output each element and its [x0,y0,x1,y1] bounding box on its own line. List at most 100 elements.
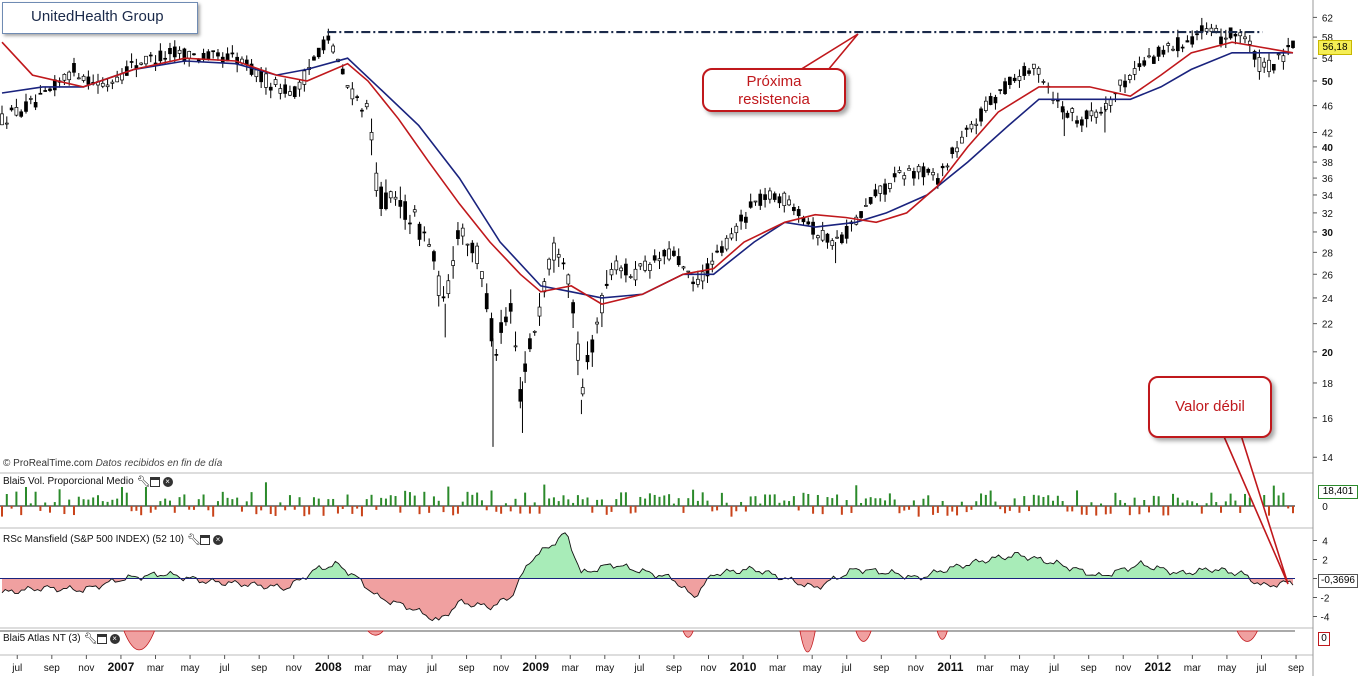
volume-bar [274,506,277,516]
volume-panel[interactable]: 0 [0,480,1328,517]
candle-body [192,53,196,56]
candle-body [417,223,422,240]
candle-body [264,73,268,88]
candle-body [993,96,998,104]
atlas-panel[interactable] [0,630,1295,653]
close-icon[interactable]: × [213,534,224,545]
data-source-note: © ProRealTime.com Datos recibidos en fin… [3,458,222,469]
candle-body [868,197,873,204]
candle-body [513,345,518,348]
x-tick-label: 2010 [730,660,757,674]
volume-bar [1239,506,1242,513]
candle-body [412,209,417,213]
volume-bar [1100,503,1103,506]
candle-body [1103,103,1108,110]
candle-body [100,82,105,87]
x-tick-label: mar [147,663,165,674]
callout-next-resistance: Próxima resistencia [702,68,846,112]
candle-body [163,57,168,60]
volume-bar [1157,496,1160,506]
volume-bar [567,499,570,506]
window-icon[interactable] [149,476,160,487]
x-tick-label: sep [1288,663,1305,674]
volume-bar [855,485,858,506]
candle-body [1180,46,1185,49]
x-tick-label: jul [426,663,437,674]
volume-bar [1104,506,1107,515]
source-brand[interactable]: © ProRealTime.com [3,458,93,469]
candle-body [782,192,787,206]
wrench-icon[interactable]: 🔧︎ [136,475,151,488]
volume-bar [903,506,906,511]
volume-bar [960,501,963,506]
candle-body [1286,45,1291,48]
volume-bar [874,498,877,506]
volume-bar [696,500,699,506]
volume-bar [149,506,152,513]
window-icon[interactable] [200,534,211,545]
weak-pointer [1220,431,1289,585]
candle-body [628,276,633,278]
candle-body [945,165,950,168]
volume-bar [1004,506,1007,514]
x-tick-label: nov [493,663,509,674]
candle-body [1161,49,1166,55]
candle-body [585,354,590,363]
candle-body [110,81,115,84]
candle-body [1070,108,1075,113]
x-tick-label: 2009 [522,660,549,674]
candle-body [9,107,14,111]
candle-body [835,236,839,239]
x-tick-label: nov [1115,663,1131,674]
candle-body [1108,99,1113,106]
wrench-icon[interactable]: 🔧︎ [187,533,201,546]
candle-body [1166,43,1171,46]
volume-bar [1176,497,1179,506]
callout-resistance-line2: resistencia [738,91,810,108]
candle-body [427,244,431,247]
y-tick-label: 20 [1322,348,1334,359]
volume-bar [543,484,546,506]
candle-body [556,254,561,258]
candle-body [1142,60,1147,66]
candle-body [1199,25,1204,32]
volume-bar [250,492,253,506]
candle-body [844,225,849,239]
volume-bar [1076,490,1079,506]
volume-bar [1162,506,1165,516]
candle-body [921,166,926,178]
candle-body [139,62,144,65]
volume-bar [260,506,263,511]
rsc-mansfield-panel[interactable]: 420-2-4 [0,532,1330,624]
volume-bar [202,494,205,506]
volume-bar [308,506,311,515]
close-icon[interactable]: × [109,633,120,644]
x-tick-label: jul [841,663,852,674]
candle-body [1137,63,1142,68]
close-icon[interactable]: × [162,476,173,487]
volume-bar [1042,496,1045,506]
volume-bar [605,506,608,515]
price-panel[interactable] [0,17,1295,447]
candle-body [960,136,964,144]
candle-body [859,211,863,218]
candle-body [408,222,412,225]
window-icon[interactable] [96,633,107,644]
volume-bar [140,506,143,516]
candle-body [1238,32,1243,37]
candle-body [748,201,753,208]
volume-bar [442,506,445,513]
y-tick-label: 36 [1322,174,1334,185]
candle-body [830,240,835,246]
candle-body [1195,33,1199,36]
volume-bar [639,496,642,506]
volume-bar [53,502,56,506]
candle-body [1147,55,1151,58]
wrench-icon[interactable]: 🔧︎ [83,632,98,645]
candle-body [681,266,686,269]
x-tick-label: sep [251,663,268,674]
candle-body [1175,37,1180,52]
volume-bar [207,506,210,511]
volume-bar [994,501,997,506]
